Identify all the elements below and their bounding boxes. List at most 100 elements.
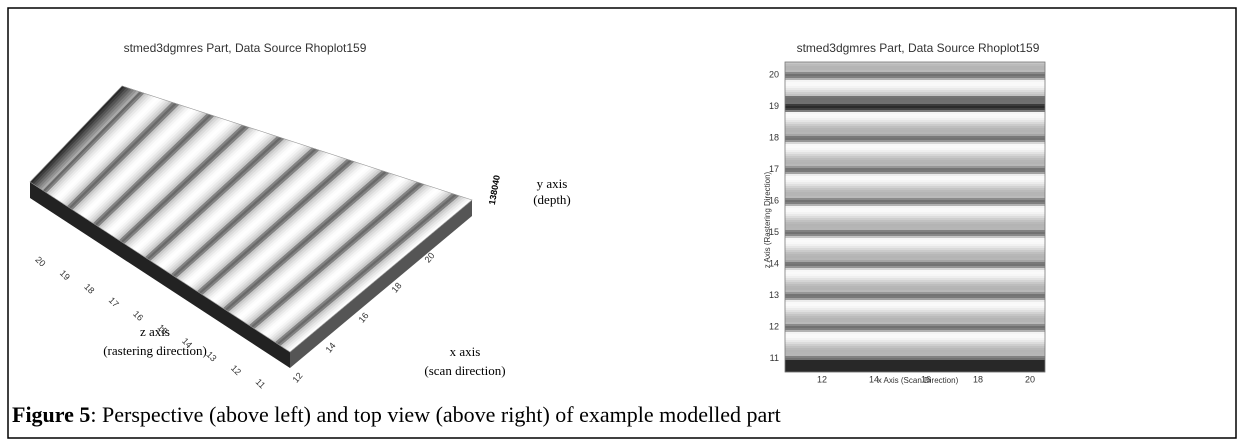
top-strip (785, 346, 1045, 348)
top-strip (785, 344, 1045, 346)
caption-label: Figure 5 (12, 402, 90, 427)
top-strip (785, 268, 1045, 270)
z-axis-note: (rastering direction) (103, 343, 207, 358)
y-axis-note: (depth) (533, 192, 571, 207)
top-strip (785, 122, 1045, 124)
top-strip (785, 100, 1045, 102)
top-strip (785, 202, 1045, 204)
top-strip (785, 178, 1045, 180)
top-strip (785, 226, 1045, 228)
top-strip (785, 162, 1045, 164)
z-tick-label: 12 (229, 363, 243, 377)
top-strip (785, 192, 1045, 194)
top-strip (785, 134, 1045, 136)
caption: Figure 5: Perspective (above left) and t… (12, 402, 781, 427)
top-strip (785, 302, 1045, 304)
top-strip (785, 330, 1045, 332)
top-strip (785, 112, 1045, 114)
y-tick-label: 18 (769, 132, 779, 142)
top-strip (785, 158, 1045, 160)
top-strip (785, 214, 1045, 216)
top-strip (785, 92, 1045, 94)
top-strip (785, 312, 1045, 314)
top-strip (785, 168, 1045, 170)
top-strip (785, 142, 1045, 144)
top-strip (785, 156, 1045, 158)
top-strip (785, 238, 1045, 240)
top-strip (785, 288, 1045, 290)
top-strip (785, 336, 1045, 338)
top-strip (785, 298, 1045, 300)
top-strip (785, 182, 1045, 184)
top-strip (785, 292, 1045, 294)
top-strip (785, 140, 1045, 142)
right-y-label: z Axis (Rastering Direction) (763, 171, 772, 268)
top-strip (785, 70, 1045, 72)
top-strip (785, 342, 1045, 344)
top-strip (785, 118, 1045, 120)
x-tick-label: 16 (356, 311, 370, 325)
z-tick-label: 20 (33, 254, 47, 268)
z-tick-label: 17 (107, 295, 121, 309)
y-tick-label: 11 (770, 353, 779, 363)
top-strip (785, 180, 1045, 182)
y-tick-label: 19 (769, 101, 779, 111)
top-strip (785, 110, 1045, 112)
top-strip (785, 220, 1045, 222)
top-strip (785, 366, 1045, 368)
x-tick-label: 12 (817, 374, 827, 384)
x-tick-label: 14 (323, 341, 337, 355)
top-strip (785, 102, 1045, 104)
top-strip (785, 362, 1045, 364)
top-strip (785, 328, 1045, 330)
top-strip (785, 236, 1045, 238)
top-strip (785, 208, 1045, 210)
top-strip (785, 148, 1045, 150)
top-strip (785, 68, 1045, 70)
left-title: stmed3dgmres Part, Data Source Rhoplot15… (124, 41, 367, 55)
top-strip (785, 222, 1045, 224)
right-x-label: x Axis (Scan Direction) (878, 376, 959, 385)
top-strip (785, 128, 1045, 130)
top-strip (785, 258, 1045, 260)
top-strip (785, 84, 1045, 86)
top-strip (785, 186, 1045, 188)
top-strip (785, 90, 1045, 92)
top-strip (785, 154, 1045, 156)
top-strip (785, 358, 1045, 360)
top-strip (785, 138, 1045, 140)
top-strip (785, 194, 1045, 196)
top-strip (785, 242, 1045, 244)
top-strip (785, 338, 1045, 340)
top-strip (785, 276, 1045, 278)
top-strip (785, 94, 1045, 96)
top-strip (785, 114, 1045, 116)
top-strip (785, 174, 1045, 176)
top-strip (785, 190, 1045, 192)
top-strip (785, 204, 1045, 206)
x-axis-note: (scan direction) (424, 363, 505, 378)
top-strip (785, 264, 1045, 266)
top-strip (785, 150, 1045, 152)
top-strip (785, 96, 1045, 98)
top-strip (785, 294, 1045, 296)
top-strip (785, 176, 1045, 178)
top-strip (785, 82, 1045, 84)
top-strip (785, 132, 1045, 134)
top-strip (785, 322, 1045, 324)
top-strip (785, 248, 1045, 250)
top-strip (785, 152, 1045, 154)
x-axis-label: x axis (450, 344, 481, 359)
top-strip (785, 76, 1045, 78)
top-strip (785, 144, 1045, 146)
top-strip (785, 184, 1045, 186)
y-axis-label: y axis (537, 176, 568, 191)
top-strip (785, 64, 1045, 66)
top-strip (785, 218, 1045, 220)
top-strip (785, 350, 1045, 352)
top-strip (785, 272, 1045, 274)
top-strip (785, 320, 1045, 322)
z-tick-label: 16 (131, 309, 145, 323)
top-strip (785, 308, 1045, 310)
top-strip (785, 78, 1045, 80)
